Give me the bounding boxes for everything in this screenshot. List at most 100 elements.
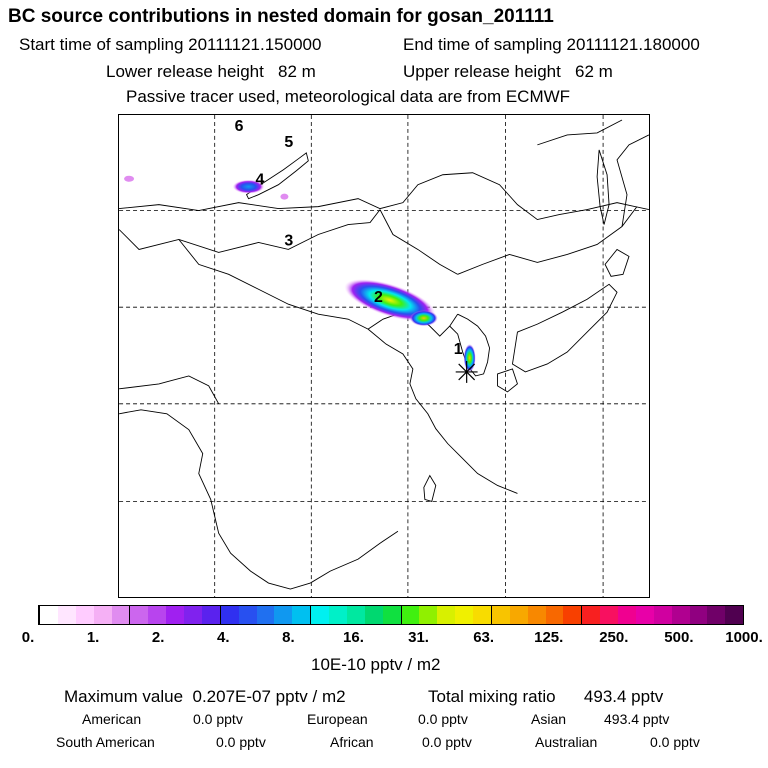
legend-swatch-28 [545, 606, 564, 624]
plume-speck-west [124, 175, 135, 182]
tracer-note: Passive tracer used, meteorological data… [126, 87, 571, 106]
japan-hokkaido [604, 248, 630, 277]
legend-swatch-19 [382, 606, 401, 624]
tibet-border [119, 375, 220, 405]
legend-swatch-25 [490, 606, 510, 624]
legend-swatch-27 [527, 606, 546, 624]
southwest-china-border [119, 409, 311, 590]
legend-swatch-29 [563, 606, 582, 624]
legend-swatch-13 [274, 606, 293, 624]
china-mongolia-border [119, 209, 458, 275]
legend-swatch-15 [310, 606, 329, 624]
plume-shandong [409, 310, 438, 327]
legend-swatch-6 [148, 606, 167, 624]
region-label-6: 6 [235, 118, 244, 135]
max-value-number: 0.207E-07 pptv / m2 [192, 687, 346, 706]
upper-height-label: Upper release height [403, 62, 561, 81]
legend-swatch-12 [256, 606, 275, 624]
total-mixing-value: 493.4 pptv [583, 687, 664, 706]
legend-swatch-0 [39, 606, 58, 624]
legend-swatch-34 [653, 606, 672, 624]
legend-swatch-1 [57, 606, 76, 624]
legend-swatch-10 [219, 606, 239, 624]
coastlines [119, 119, 649, 590]
region-label-4: 4 [256, 172, 265, 189]
end-time-label: End time of sampling [403, 35, 562, 54]
legend-tick-7: 63. [473, 629, 495, 646]
map-panel: 6 5 4 3 2 1 [118, 114, 650, 598]
region-asian-value: 493.4 pptv [604, 711, 670, 727]
region-label-3: 3 [284, 232, 293, 249]
legend-swatch-24 [473, 606, 491, 624]
legend-tick-2: 2. [151, 629, 165, 646]
receptor-marker-icon [455, 360, 478, 383]
japan-honshu [511, 283, 618, 373]
lake-baikal [245, 152, 309, 200]
total-mixing: Total mixing ratio 493.4 pptv [428, 687, 663, 707]
legend-swatch-14 [292, 606, 311, 624]
legend-tick-6: 31. [408, 629, 429, 646]
russia-coast [616, 134, 649, 227]
region-australian-value: 0.0 pptv [650, 734, 700, 750]
legend-swatch-26 [509, 606, 528, 624]
legend-unit: 10E-10 pptv / m2 [311, 655, 441, 674]
lower-height-label: Lower release height [106, 62, 264, 81]
legend-swatch-23 [455, 606, 473, 624]
start-time-value: 20111121.150000 [188, 35, 322, 54]
japan-kyushu [497, 368, 518, 393]
legend-swatch-3 [93, 606, 112, 624]
korea-peninsula [449, 313, 491, 377]
legend-tick-5: 16. [343, 629, 364, 646]
legend-swatch-30 [581, 606, 601, 624]
start-time: Start time of sampling 20111121.150000 [19, 35, 321, 55]
legend-swatch-37 [707, 606, 726, 624]
region-south-american-value: 0.0 pptv [216, 734, 266, 750]
legend-swatch-20 [400, 606, 420, 624]
taiwan [423, 474, 437, 502]
legend-tick-3: 4. [217, 629, 230, 646]
region-african-name: African [330, 734, 374, 750]
legend-tick-9: 250. [599, 629, 629, 646]
region-label-5: 5 [284, 134, 293, 151]
max-value: Maximum value 0.207E-07 pptv / m2 [64, 687, 346, 707]
region-american-value: 0.0 pptv [193, 711, 243, 727]
legend-tick-8: 125. [534, 629, 564, 646]
color-legend [38, 605, 744, 625]
plume-gosan [463, 344, 476, 372]
sakhalin [596, 149, 610, 225]
legend-swatch-36 [689, 606, 708, 624]
legend-swatch-18 [364, 606, 383, 624]
legend-swatch-7 [166, 606, 184, 624]
legend-swatch-33 [635, 606, 654, 624]
yellow-sea-coast [367, 328, 518, 494]
legend-swatch-31 [600, 606, 618, 624]
legend-swatch-9 [201, 606, 220, 624]
legend-swatch-22 [437, 606, 456, 624]
region-european-name: European [307, 711, 368, 727]
upper-height: Upper release height 62 m [403, 62, 613, 82]
legend-bar [38, 605, 744, 625]
legend-swatch-16 [329, 606, 347, 624]
legend-swatch-5 [129, 606, 149, 624]
region-label-1: 1 [454, 341, 463, 358]
upper-height-value: 62 m [575, 62, 613, 81]
plume-speck-baikal [280, 193, 289, 200]
concentration-plumes [124, 175, 476, 372]
legend-swatch-4 [111, 606, 130, 624]
region-african-value: 0.0 pptv [422, 734, 472, 750]
region-australian-name: Australian [535, 734, 598, 750]
legend-tick-11: 1000. [725, 629, 763, 646]
region-american-name: American [82, 711, 142, 727]
legend-tick-1: 1. [86, 629, 100, 646]
legend-swatch-8 [184, 606, 202, 624]
lower-height-value: 82 m [278, 62, 316, 81]
end-time-value: 20111121.180000 [566, 35, 700, 54]
legend-swatch-21 [419, 606, 438, 624]
region-asian-name: Asian [531, 711, 567, 727]
legend-swatch-32 [618, 606, 636, 624]
okhotsk-shore [537, 119, 623, 146]
region-south-american-name: South American [56, 734, 155, 750]
legend-tick-4: 8. [282, 629, 295, 646]
legend-swatch-11 [238, 606, 257, 624]
manchuria-border [457, 206, 638, 275]
